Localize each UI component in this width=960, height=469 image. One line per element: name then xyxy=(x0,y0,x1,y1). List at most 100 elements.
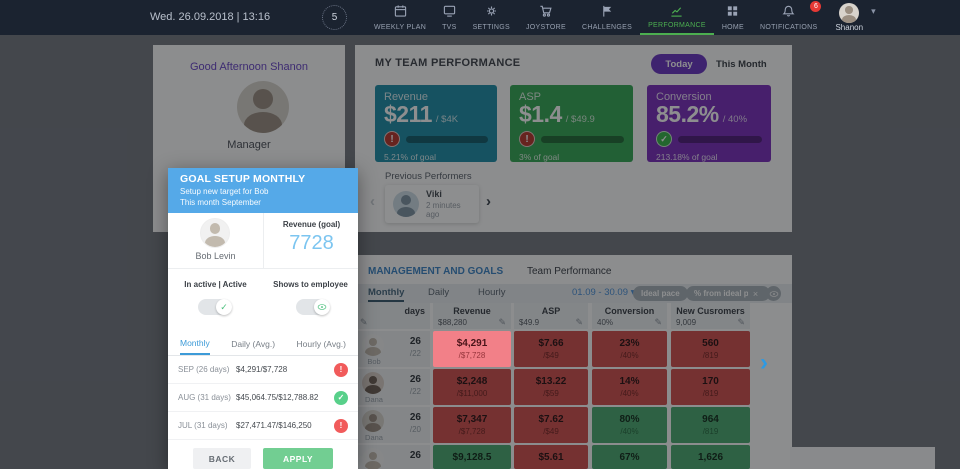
calendar-icon xyxy=(394,5,406,17)
table-cell-conversion[interactable]: 23%/40% xyxy=(592,331,667,367)
table-next-arrow[interactable]: › xyxy=(760,349,768,376)
table-row-employee[interactable]: 26 xyxy=(355,445,430,469)
tab-team-performance[interactable]: Team Performance xyxy=(527,266,612,277)
modal-backdrop[interactable] xyxy=(0,35,960,469)
table-row-employee[interactable]: Bob 26/22 xyxy=(355,331,430,367)
flag-icon xyxy=(602,5,611,17)
table-cell-conversion[interactable]: 14%/40% xyxy=(592,369,667,405)
nav-challenges[interactable]: CHALLENGES xyxy=(574,0,640,35)
cart-icon xyxy=(540,5,553,17)
progress-bar xyxy=(678,135,762,143)
performer-card[interactable]: Viki 2 minutes ago xyxy=(385,185,479,223)
warning-icon xyxy=(334,418,348,433)
table-cell-asp[interactable]: $5.61 xyxy=(514,445,588,469)
kpi-target: / $49.9 xyxy=(565,114,595,125)
tab-management-and-goals[interactable]: MANAGEMENT AND GOALS xyxy=(368,266,504,277)
nav-settings[interactable]: SETTINGS xyxy=(465,0,518,35)
progress-bar xyxy=(406,135,488,143)
progress-bar xyxy=(541,135,624,143)
kpi-card-revenue: Revenue $211 / $4K 5.21% of goal xyxy=(375,85,497,162)
nav-performance[interactable]: PERFORMANCE xyxy=(640,0,714,35)
table-cell-revenue[interactable]: $7,347/$7,728 xyxy=(433,407,511,443)
back-button[interactable]: BACK xyxy=(193,448,251,469)
table-cell-conversion[interactable]: 67% xyxy=(592,445,667,469)
streak-badge[interactable]: 5 xyxy=(322,5,347,30)
close-icon[interactable]: × xyxy=(748,286,763,301)
kpi-card-conversion: Conversion 85.2% / 40% 213.18% of goal xyxy=(647,85,771,162)
employee-avatar xyxy=(200,218,230,248)
this-month-toggle-button[interactable]: This Month xyxy=(716,59,767,70)
table-cell-revenue[interactable]: $4,291/$7,728 xyxy=(433,331,511,367)
grid-icon xyxy=(728,6,738,16)
goal-history-row: JUL (31 days) $27,471.47/$146,250 xyxy=(168,412,358,440)
user-menu[interactable]: Shanon xyxy=(825,0,869,35)
table-row-employee[interactable]: Dana 26/20 xyxy=(355,407,430,443)
chevron-down-icon[interactable]: ▾ xyxy=(871,6,876,16)
table-row-employee[interactable]: Dana 26/22 xyxy=(355,369,430,405)
today-toggle-button[interactable]: Today xyxy=(651,54,707,74)
bell-icon xyxy=(782,5,795,17)
check-icon: ✓ xyxy=(216,299,232,315)
table-cell-revenue[interactable]: $9,128.5 xyxy=(433,445,511,469)
active-toggle[interactable]: ✓ xyxy=(198,299,232,315)
chevron-left-icon[interactable]: ‹ xyxy=(370,193,375,210)
table-cell-new-customers[interactable]: 1,626 xyxy=(671,445,750,469)
table-cell-asp[interactable]: $7.62/$49 xyxy=(514,407,588,443)
table-cell-new-customers[interactable]: 560/819 xyxy=(671,331,750,367)
warning-icon xyxy=(384,131,400,147)
eye-icon xyxy=(314,299,330,315)
datetime-label: Wed. 26.09.2018 | 13:16 xyxy=(150,11,271,23)
kpi-goal-text: 213.18% of goal xyxy=(656,152,718,162)
kpi-label: ASP xyxy=(519,91,542,103)
apply-button[interactable]: APPLY xyxy=(263,448,333,469)
modal-header: GOAL SETUP MONTHLY Setup new target for … xyxy=(168,168,358,213)
warning-icon xyxy=(519,131,535,147)
modal-tab-monthly[interactable]: Monthly xyxy=(180,332,210,355)
column-header-new-customers: New Cusromers 9,009 xyxy=(671,303,750,329)
table-cell-new-customers[interactable]: 964/819 xyxy=(671,407,750,443)
check-icon xyxy=(656,131,672,147)
ideal-pace-pill[interactable]: Ideal pace xyxy=(633,286,688,301)
kpi-target: / $4K xyxy=(435,114,459,125)
tab-hourly[interactable]: Hourly xyxy=(478,287,506,298)
nav-weekly-plan[interactable]: WEEKLY PLAN xyxy=(366,0,434,35)
employee-avatar xyxy=(362,334,384,356)
period-label: AUG (31 days) xyxy=(178,393,231,402)
modal-title: GOAL SETUP MONTHLY xyxy=(180,173,306,185)
show-to-employee-toggle[interactable] xyxy=(296,299,330,315)
performer-time: 2 minutes ago xyxy=(426,201,461,219)
table-cell-revenue[interactable]: $2,248/$11,000 xyxy=(433,369,511,405)
column-header-revenue: Revenue $88,280 xyxy=(433,303,511,329)
goal-setup-modal: GOAL SETUP MONTHLY Setup new target for … xyxy=(168,168,358,469)
chevron-right-icon[interactable]: › xyxy=(486,193,491,210)
nav-joystore[interactable]: JOYSTORE xyxy=(518,0,574,35)
top-navigation-bar: Wed. 26.09.2018 | 13:16 5 WEEKLY PLAN TV… xyxy=(0,0,960,35)
nav-home[interactable]: HOME xyxy=(714,0,752,35)
goal-value-input[interactable]: 7728 xyxy=(289,232,334,254)
performer-avatar xyxy=(393,191,419,217)
kpi-goal-text: 3% of goal xyxy=(519,152,560,162)
manager-avatar xyxy=(237,81,289,133)
table-cell-asp[interactable]: $7.66/$49 xyxy=(514,331,588,367)
kpi-value: $211 xyxy=(384,101,432,127)
kpi-goal-text: 5.21% of goal xyxy=(384,152,436,162)
nav-tvs[interactable]: TVS xyxy=(434,0,465,35)
table-cell-conversion[interactable]: 80%/40% xyxy=(592,407,667,443)
column-header-days: days xyxy=(355,303,430,329)
modal-tab-daily[interactable]: Daily (Avg.) xyxy=(231,338,276,349)
tab-daily[interactable]: Daily xyxy=(428,287,450,298)
kpi-card-asp: ASP $1.4 / $49.9 3% of goal xyxy=(510,85,633,162)
table-cell-new-customers[interactable]: 170/819 xyxy=(671,369,750,405)
column-header-conversion: Conversion 40% xyxy=(592,303,667,329)
tab-monthly[interactable]: Monthly xyxy=(368,287,405,302)
kpi-value: $1.4 xyxy=(519,101,562,127)
table-cell-asp[interactable]: $13.22/$59 xyxy=(514,369,588,405)
eye-icon[interactable] xyxy=(766,286,781,301)
performer-name: Viki xyxy=(426,189,442,199)
nav-notifications[interactable]: NOTIFICATIONS 6 xyxy=(752,0,825,35)
kpi-label: Conversion xyxy=(656,91,712,103)
modal-tab-hourly[interactable]: Hourly (Avg.) xyxy=(296,338,346,349)
goal-history-row: SEP (26 days) $4,291/$7,728 xyxy=(168,356,358,384)
gear-icon xyxy=(486,6,496,16)
kpi-label: Revenue xyxy=(384,91,429,103)
